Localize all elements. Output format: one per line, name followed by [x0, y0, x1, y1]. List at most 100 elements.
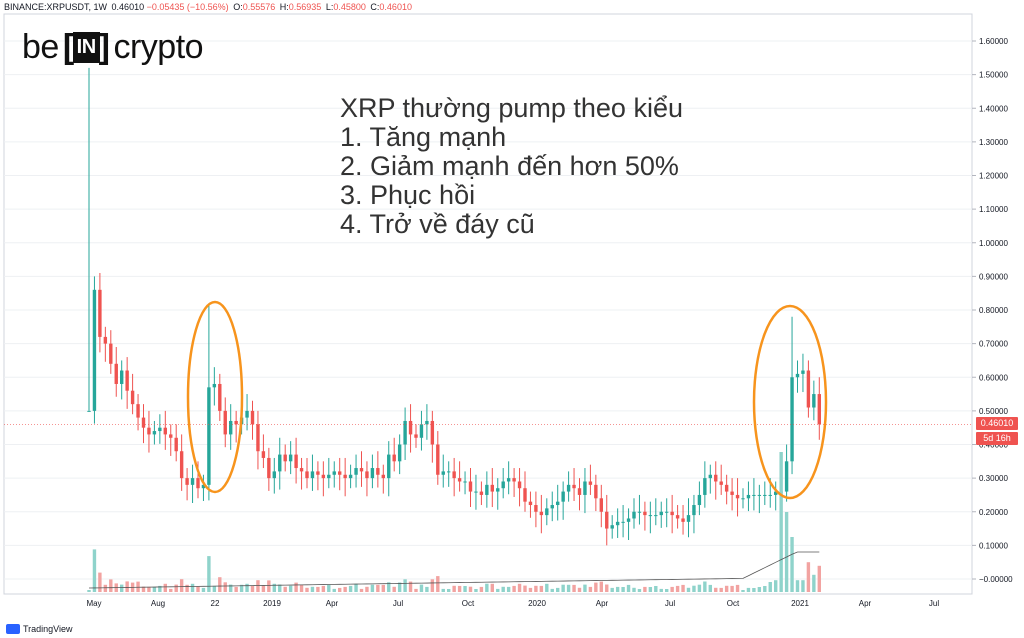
candle-body: [130, 390, 135, 405]
volume-bar: [512, 585, 516, 592]
candle-body: [735, 494, 740, 499]
x-tick-label: 22: [211, 599, 220, 608]
candle-body: [370, 468, 375, 479]
volume-bar: [594, 582, 598, 592]
volume-bar: [506, 586, 511, 592]
y-tick-label: 1.50000: [979, 71, 1008, 80]
volume-bar: [250, 585, 255, 592]
candle-body: [256, 424, 260, 452]
y-tick-label: 0.40000: [979, 441, 1008, 450]
candle-body: [501, 481, 505, 489]
y-tick-label: 0.80000: [979, 306, 1008, 315]
chart-header: BINANCE:XRPUSDT, 1W 0.46010 −0.05435 (−1…: [4, 2, 412, 12]
candle-body: [174, 437, 178, 452]
candle-body: [169, 434, 173, 438]
candle-body: [147, 427, 151, 435]
candle-body: [114, 363, 118, 384]
candle-body: [332, 471, 336, 475]
candle-body: [354, 468, 358, 475]
volume-bar: [545, 583, 549, 592]
volume-bar: [643, 586, 647, 592]
candle-body: [605, 511, 609, 529]
volume-bar: [136, 581, 140, 592]
volume-bar: [556, 587, 560, 592]
volume-bar: [757, 587, 762, 592]
candle-body: [697, 494, 702, 506]
volume-bar: [675, 585, 680, 592]
candle-body: [163, 427, 167, 435]
candle-body: [790, 377, 794, 462]
x-tick-label: 2020: [528, 599, 546, 608]
volume-bar: [92, 549, 97, 592]
candle-body: [403, 420, 407, 445]
volume-bar: [310, 586, 315, 592]
candle-body: [615, 521, 620, 526]
x-tick-label: Oct: [462, 599, 475, 608]
candle-body: [577, 488, 582, 495]
candle-body: [397, 444, 402, 462]
volume-bar: [190, 583, 195, 592]
candle-body: [125, 370, 129, 391]
candle-body: [730, 491, 734, 495]
candle-body: [109, 343, 113, 364]
volume-bar: [447, 589, 451, 592]
volume-bar: [141, 586, 146, 592]
volume-bar: [474, 589, 478, 592]
candle-body: [496, 488, 500, 492]
y-tick-label: 1.00000: [979, 239, 1008, 248]
x-tick-label: 2019: [263, 599, 281, 608]
y-tick-label: 1.10000: [979, 205, 1008, 214]
candle-body: [250, 410, 255, 425]
y-tick-label: −0.00000: [979, 575, 1013, 584]
open-value: 0.55576: [242, 2, 276, 12]
volume-bar: [245, 583, 249, 592]
volume-bar: [806, 562, 811, 592]
volume-bar: [654, 586, 658, 592]
candle-body: [714, 474, 718, 482]
y-tick-label: 0.60000: [979, 373, 1008, 382]
candle-body: [310, 471, 315, 479]
last-price-tag: 0.46010: [976, 417, 1018, 430]
candle-body: [392, 454, 396, 462]
candle-body: [757, 494, 762, 496]
candle-body: [561, 491, 565, 502]
candle-body: [512, 478, 516, 482]
volume-bar: [774, 580, 778, 592]
x-tick-label: 2021: [791, 599, 809, 608]
volume-bar: [441, 588, 445, 592]
volume-bar: [120, 584, 124, 592]
candle-body: [452, 471, 456, 479]
candle-body: [158, 427, 162, 432]
candle-body: [686, 515, 691, 522]
candle-body: [572, 484, 576, 489]
volume-bar: [632, 587, 636, 592]
x-tick-label: Oct: [727, 599, 740, 608]
candle-body: [675, 515, 680, 519]
volume-bar: [496, 588, 500, 592]
highlight-ellipse: [186, 300, 244, 494]
volume-bar: [610, 587, 614, 592]
candle-body: [201, 484, 206, 489]
candle-body: [103, 336, 108, 344]
volume-bar: [272, 583, 276, 592]
volume-bar: [599, 581, 603, 592]
candle-body: [784, 461, 789, 492]
candle-body: [327, 474, 331, 479]
candle-body: [408, 420, 413, 435]
x-tick-label: Jul: [393, 599, 403, 608]
volume-bar: [376, 584, 380, 592]
candle-body: [643, 511, 647, 516]
volume-bar: [419, 584, 424, 592]
tradingview-footer[interactable]: TradingView: [6, 624, 73, 634]
volume-bar: [201, 587, 206, 592]
volume-bar: [714, 587, 718, 592]
volume-bar: [588, 586, 593, 592]
volume-bar: [152, 586, 157, 592]
volume-bar: [370, 584, 375, 592]
candle-body: [294, 454, 298, 469]
candle-body: [365, 471, 369, 479]
candle-body: [218, 383, 222, 411]
candle-body: [517, 481, 522, 489]
candle-body: [763, 494, 767, 496]
